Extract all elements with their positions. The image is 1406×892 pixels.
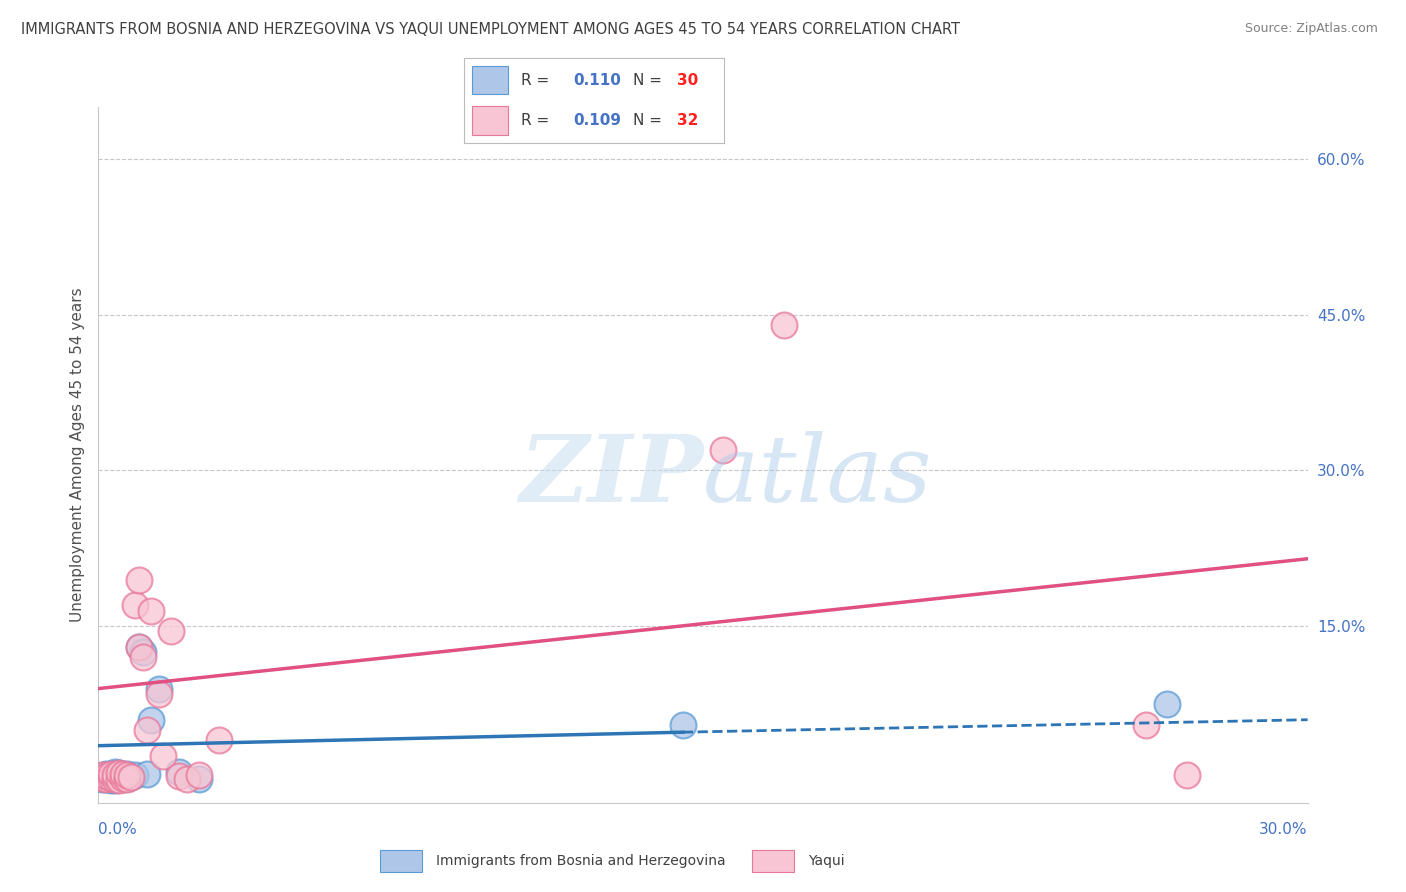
Point (96, 772, 118, 786)
Point (188, 768, 211, 782)
Point (120, 770, 142, 784)
Point (124, 768, 146, 782)
Text: 30.0%: 30.0% (1260, 822, 1308, 837)
Bar (380, 849, 422, 872)
Point (139, 713, 162, 727)
Point (103, 771, 125, 785)
Point (152, 749, 174, 764)
Text: N =: N = (633, 72, 666, 87)
Point (100, 766, 122, 780)
Text: Immigrants from Bosnia and Herzegovina: Immigrants from Bosnia and Herzegovina (436, 854, 725, 868)
Point (120, 770, 142, 784)
Point (128, 573, 150, 587)
Point (148, 681, 170, 696)
Point (160, 624, 183, 639)
Point (208, 733, 231, 747)
Point (115, 771, 138, 785)
Point (135, 766, 157, 780)
Point (103, 772, 125, 787)
Text: 0.109: 0.109 (574, 113, 621, 128)
Point (107, 772, 129, 787)
Point (115, 772, 138, 786)
Point (100, 766, 122, 780)
Point (132, 645, 155, 659)
Point (176, 772, 198, 786)
Point (135, 723, 157, 738)
Point (132, 650, 155, 665)
Point (96, 766, 118, 780)
Text: 0.110: 0.110 (574, 72, 621, 87)
Point (1135, 718, 1157, 732)
Point (1175, 768, 1198, 782)
Bar (472, 106, 508, 135)
Point (115, 768, 138, 782)
Point (772, 318, 794, 332)
Point (103, 768, 125, 782)
Point (1156, 697, 1178, 711)
Point (128, 640, 150, 654)
Point (128, 640, 150, 654)
Text: 30: 30 (678, 72, 699, 87)
Point (188, 772, 211, 786)
Text: ZIP: ZIP (519, 431, 703, 521)
Text: IMMIGRANTS FROM BOSNIA AND HERZEGOVINA VS YAQUI UNEMPLOYMENT AMONG AGES 45 TO 54: IMMIGRANTS FROM BOSNIA AND HERZEGOVINA V… (21, 22, 960, 37)
Point (711, 442, 734, 457)
Point (96, 770, 118, 784)
Point (672, 718, 695, 732)
Text: R =: R = (522, 72, 554, 87)
Point (103, 772, 125, 786)
Text: atlas: atlas (703, 431, 932, 521)
Point (100, 772, 122, 787)
Point (91, 768, 114, 782)
Point (107, 765, 129, 780)
Text: Source: ZipAtlas.com: Source: ZipAtlas.com (1244, 22, 1378, 36)
Point (111, 771, 134, 785)
Point (91, 771, 114, 785)
Text: Yaqui: Yaqui (808, 854, 845, 868)
Bar (752, 849, 794, 872)
Point (107, 765, 129, 780)
Point (167, 769, 190, 783)
Point (96, 769, 118, 783)
Point (111, 769, 134, 783)
Point (148, 687, 170, 701)
Point (124, 599, 146, 613)
Bar (472, 66, 508, 95)
Text: 32: 32 (678, 113, 699, 128)
Y-axis label: Unemployment Among Ages 45 to 54 years: Unemployment Among Ages 45 to 54 years (69, 287, 84, 623)
Point (139, 604, 162, 618)
Point (111, 766, 134, 780)
Point (91, 769, 114, 783)
Point (107, 769, 129, 783)
Point (103, 769, 125, 783)
Point (91, 772, 114, 786)
Text: 0.0%: 0.0% (98, 822, 138, 837)
Point (96, 772, 118, 786)
Text: N =: N = (633, 113, 666, 128)
Point (111, 772, 134, 786)
Point (107, 772, 129, 786)
Point (100, 771, 122, 785)
Text: R =: R = (522, 113, 554, 128)
Point (115, 766, 138, 780)
Point (100, 770, 122, 784)
Point (167, 764, 190, 779)
Point (103, 764, 125, 779)
